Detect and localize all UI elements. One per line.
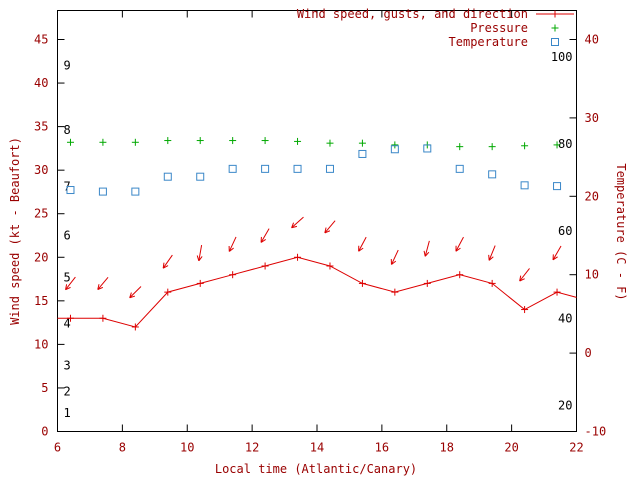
svg-text:20: 20: [34, 250, 48, 264]
svg-text:6: 6: [54, 441, 61, 455]
x-axis-title: Local time (Atlantic/Canary): [214, 462, 418, 476]
chart-legend: Wind speed, gusts, and direction Pressur…: [297, 7, 528, 49]
svg-text:20: 20: [504, 441, 518, 455]
pressure-series: [66, 137, 561, 151]
left-axis-title: Wind speed (kt - Beaufort): [8, 137, 22, 325]
svg-text:9: 9: [64, 59, 71, 73]
svg-text:25: 25: [34, 207, 48, 221]
svg-text:5: 5: [64, 270, 71, 284]
svg-text:8: 8: [119, 441, 126, 455]
svg-text:80: 80: [558, 137, 572, 151]
svg-text:0: 0: [585, 346, 592, 360]
legend-item-pressure: Pressure: [297, 21, 528, 35]
gust-direction-arrows: [65, 216, 562, 299]
legend-label-pressure: Pressure: [470, 21, 528, 35]
plot-border: [57, 10, 577, 432]
svg-text:22: 22: [569, 441, 583, 455]
svg-text:100: 100: [551, 50, 573, 64]
svg-text:15: 15: [34, 294, 48, 308]
svg-text:10: 10: [34, 337, 48, 351]
svg-text:10: 10: [585, 268, 599, 282]
svg-text:14: 14: [310, 441, 324, 455]
svg-text:5: 5: [41, 381, 48, 395]
svg-text:40: 40: [585, 33, 599, 47]
svg-text:18: 18: [440, 441, 454, 455]
legend-label-wind: Wind speed, gusts, and direction: [296, 7, 528, 21]
svg-text:3: 3: [64, 358, 71, 372]
svg-text:4: 4: [64, 316, 71, 330]
svg-text:40: 40: [34, 76, 48, 90]
svg-text:30: 30: [585, 111, 599, 125]
fahrenheit-scale: 20 40 60 80 100: [551, 50, 573, 412]
svg-text:30: 30: [34, 163, 48, 177]
svg-text:45: 45: [34, 33, 48, 47]
svg-text:35: 35: [34, 120, 48, 134]
svg-text:20: 20: [585, 189, 599, 203]
svg-text:40: 40: [558, 311, 572, 325]
svg-text:60: 60: [558, 224, 572, 238]
wind-speed-series: [57, 253, 577, 331]
legend-samples: [536, 10, 574, 46]
svg-text:2: 2: [64, 384, 71, 398]
svg-text:12: 12: [245, 441, 259, 455]
left-axis: 0 5 10 15 20 25 30 35 40 45: [34, 33, 65, 439]
legend-label-temperature: Temperature: [448, 35, 528, 49]
svg-text:8: 8: [64, 123, 71, 137]
svg-text:0: 0: [41, 425, 48, 439]
svg-text:6: 6: [64, 229, 71, 243]
temperature-series: [66, 144, 562, 196]
svg-text:1: 1: [64, 406, 71, 420]
svg-text:16: 16: [375, 441, 389, 455]
right-axis-title: Temperature (C - F): [614, 163, 628, 301]
legend-item-temperature: Temperature: [297, 35, 528, 49]
right-axis: -10 0 10 20 30 40: [569, 33, 607, 439]
svg-text:10: 10: [180, 441, 194, 455]
x-axis: 6 8 10 12 14 16 18 20 22: [54, 10, 584, 455]
svg-text:20: 20: [558, 398, 572, 412]
legend-item-wind: Wind speed, gusts, and direction: [297, 7, 528, 21]
svg-text:-10: -10: [585, 425, 607, 439]
